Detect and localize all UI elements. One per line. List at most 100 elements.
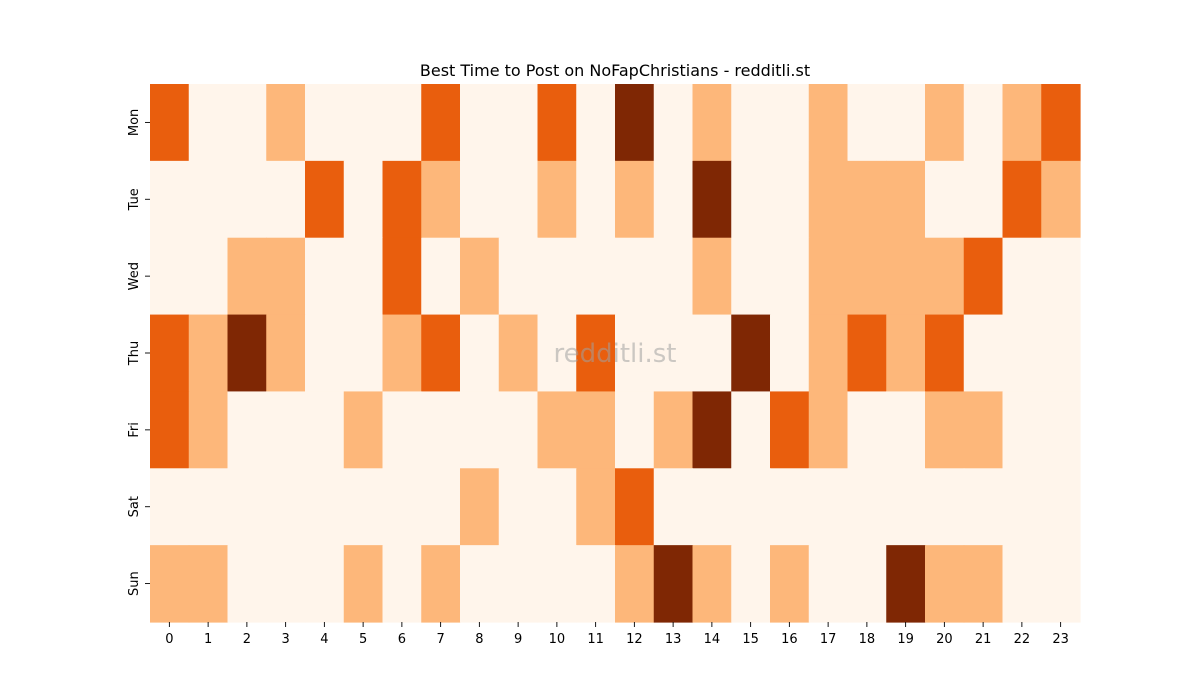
x-tick-label: 2 [243, 632, 251, 647]
heatmap-cell-wed-13 [653, 237, 694, 316]
heatmap-cell-fri-22 [1002, 391, 1042, 469]
heatmap-cell-mon-12 [615, 84, 655, 162]
heatmap-cell-thu-7 [421, 314, 461, 393]
heatmap-cell-sun-7 [421, 545, 461, 623]
heatmap-cell-tue-16 [770, 160, 810, 239]
heatmap-cell-wed-5 [343, 237, 384, 316]
heatmap-cell-mon-22 [1002, 84, 1042, 162]
heatmap-cell-tue-18 [847, 160, 887, 239]
heatmap-cell-sat-5 [343, 468, 384, 546]
heatmap-cell-mon-2 [227, 84, 267, 162]
heatmap-cell-sun-12 [615, 545, 655, 623]
heatmap-cell-thu-0 [150, 314, 190, 393]
x-axis: 0 1 2 3 4 5 6 7 8 9 10 11 12 13 14 15 16 17 18 19 20 21 22 23 [165, 622, 1069, 647]
heatmap-cell-mon-7 [421, 84, 461, 162]
heatmap-cell-mon-10 [537, 84, 577, 162]
heatmap-cell-sat-6 [382, 468, 422, 546]
x-tick-label: 17 [820, 632, 837, 647]
heatmap-cell-sat-15 [731, 468, 771, 546]
heatmap-cell-mon-20 [925, 84, 965, 162]
x-tick-label: 9 [514, 632, 522, 647]
heatmap-cell-thu-13 [653, 314, 694, 393]
heatmap-cell-tue-3 [266, 160, 306, 239]
heatmap-cell-thu-16 [770, 314, 810, 393]
heatmap-cell-fri-10 [537, 391, 577, 469]
watermark: redditli.st [554, 339, 677, 369]
y-tick-label: Mon [127, 109, 142, 136]
heatmap-cell-mon-11 [576, 84, 616, 162]
x-tick-label: 10 [549, 632, 566, 647]
heatmap-cell-sat-7 [421, 468, 461, 546]
heatmap-cell-tue-1 [188, 160, 229, 239]
x-tick-label: 14 [704, 632, 721, 647]
heatmap-cell-wed-15 [731, 237, 771, 316]
heatmap-cell-sun-16 [770, 545, 810, 623]
heatmap-cell-thu-4 [305, 314, 345, 393]
heatmap-cell-wed-7 [421, 237, 461, 316]
heatmap-cell-mon-8 [460, 84, 500, 162]
heatmap-cell-thu-22 [1002, 314, 1042, 393]
heatmap-cell-sun-22 [1002, 545, 1042, 623]
heatmap-cell-tue-7 [421, 160, 461, 239]
heatmap-cell-mon-9 [498, 84, 539, 162]
heatmap-cell-mon-1 [188, 84, 229, 162]
heatmap-cell-thu-19 [886, 314, 926, 393]
y-tick-label: Sun [127, 571, 142, 596]
heatmap-cell-tue-2 [227, 160, 267, 239]
heatmap-cell-sat-21 [963, 468, 1004, 546]
heatmap-cell-tue-4 [305, 160, 345, 239]
heatmap-cell-thu-21 [963, 314, 1004, 393]
heatmap-cell-wed-3 [266, 237, 306, 316]
heatmap-cell-sun-6 [382, 545, 422, 623]
heatmap-cell-sun-20 [925, 545, 965, 623]
heatmap-cell-sun-5 [343, 545, 384, 623]
heatmap-cell-fri-5 [343, 391, 384, 469]
heatmap-cell-sun-17 [808, 545, 849, 623]
x-tick-label: 6 [398, 632, 406, 647]
heatmap-cell-thu-15 [731, 314, 771, 393]
y-tick-label: Tue [127, 188, 142, 211]
heatmap-cell-sun-8 [460, 545, 500, 623]
x-tick-label: 21 [975, 632, 992, 647]
heatmap-cell-fri-23 [1041, 391, 1081, 469]
heatmap-cell-sun-3 [266, 545, 306, 623]
heatmap-cell-sat-17 [808, 468, 849, 546]
x-tick-label: 18 [859, 632, 876, 647]
x-tick-label: 15 [742, 632, 759, 647]
heatmap-cell-wed-0 [150, 237, 190, 316]
heatmap-cell-sun-2 [227, 545, 267, 623]
heatmap-cell-mon-13 [653, 84, 694, 162]
heatmap-cell-thu-9 [498, 314, 539, 393]
heatmap-cells [150, 84, 1081, 623]
heatmap-cell-sun-13 [653, 545, 694, 623]
heatmap-cell-sun-11 [576, 545, 616, 623]
heatmap-cell-sat-11 [576, 468, 616, 546]
heatmap-cell-sat-10 [537, 468, 577, 546]
y-tick-label: Fri [127, 422, 142, 438]
x-tick-label: 11 [587, 632, 604, 647]
heatmap-cell-sat-23 [1041, 468, 1081, 546]
heatmap-cell-thu-17 [808, 314, 849, 393]
x-tick-label: 12 [626, 632, 643, 647]
heatmap-cell-fri-17 [808, 391, 849, 469]
y-tick-label: Sat [127, 496, 142, 517]
heatmap-cell-mon-4 [305, 84, 345, 162]
heatmap-cell-wed-23 [1041, 237, 1081, 316]
heatmap-cell-wed-18 [847, 237, 887, 316]
heatmap-cell-wed-17 [808, 237, 849, 316]
heatmap-cell-fri-3 [266, 391, 306, 469]
heatmap-cell-sat-22 [1002, 468, 1042, 546]
heatmap-cell-mon-0 [150, 84, 190, 162]
heatmap-cell-wed-12 [615, 237, 655, 316]
x-tick-label: 1 [204, 632, 212, 647]
heatmap-cell-sat-13 [653, 468, 694, 546]
heatmap-cell-tue-12 [615, 160, 655, 239]
x-tick-label: 8 [475, 632, 483, 647]
heatmap-cell-fri-8 [460, 391, 500, 469]
heatmap-cell-sun-10 [537, 545, 577, 623]
y-tick-label: Thu [127, 341, 142, 366]
heatmap-cell-thu-5 [343, 314, 384, 393]
heatmap-cell-mon-19 [886, 84, 926, 162]
chart-title: Best Time to Post on NoFapChristians - r… [420, 61, 810, 80]
